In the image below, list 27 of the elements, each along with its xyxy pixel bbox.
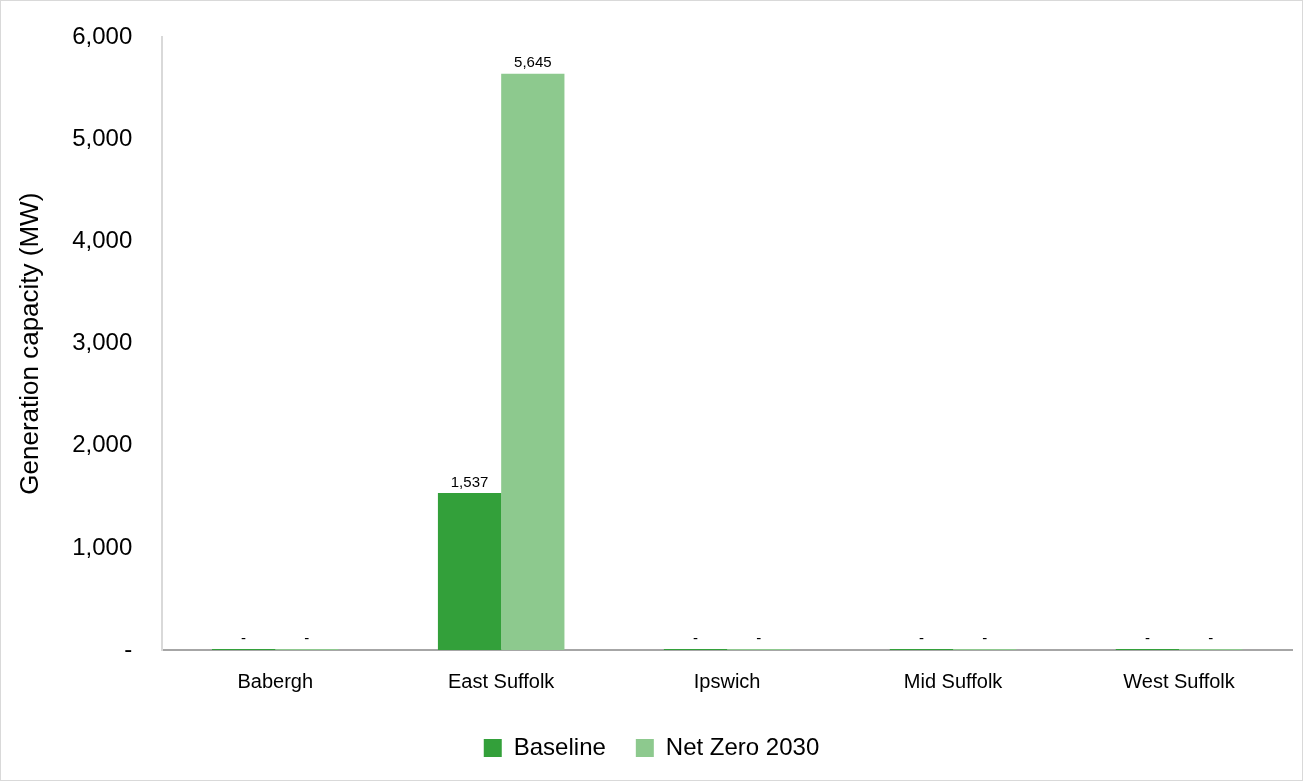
- y-tick-label: 4,000: [72, 226, 133, 254]
- data-label: -: [304, 628, 310, 646]
- data-label: -: [756, 628, 762, 646]
- y-axis-title: Generation capacity (MW): [13, 192, 44, 495]
- data-label: -: [918, 628, 924, 646]
- x-tick-label: West Suffolk: [1123, 669, 1236, 692]
- y-tick-label: -: [124, 634, 133, 662]
- bar: [437, 493, 502, 650]
- y-tick-label: 1,000: [72, 532, 133, 560]
- bar: [501, 73, 565, 650]
- data-label: -: [1208, 628, 1214, 646]
- x-tick-label: Babergh: [237, 669, 314, 692]
- y-tick-label: 3,000: [72, 328, 133, 356]
- data-label: -: [241, 628, 247, 646]
- y-tick-label: 2,000: [72, 430, 133, 458]
- x-tick-label: East Suffolk: [448, 669, 556, 692]
- x-tick-label: Ipswich: [693, 669, 761, 692]
- x-tick-label: Mid Suffolk: [903, 669, 1004, 692]
- y-tick-label: 5,000: [72, 124, 133, 152]
- y-tick-label: 6,000: [72, 22, 133, 50]
- legend-label: Baseline: [513, 732, 606, 760]
- data-label: -: [693, 628, 698, 646]
- data-label: 1,537: [450, 472, 489, 490]
- data-label: -: [982, 628, 988, 646]
- data-label: -: [1144, 628, 1150, 646]
- legend-label: Net Zero 2030: [665, 732, 820, 760]
- data-label: 5,645: [514, 53, 552, 71]
